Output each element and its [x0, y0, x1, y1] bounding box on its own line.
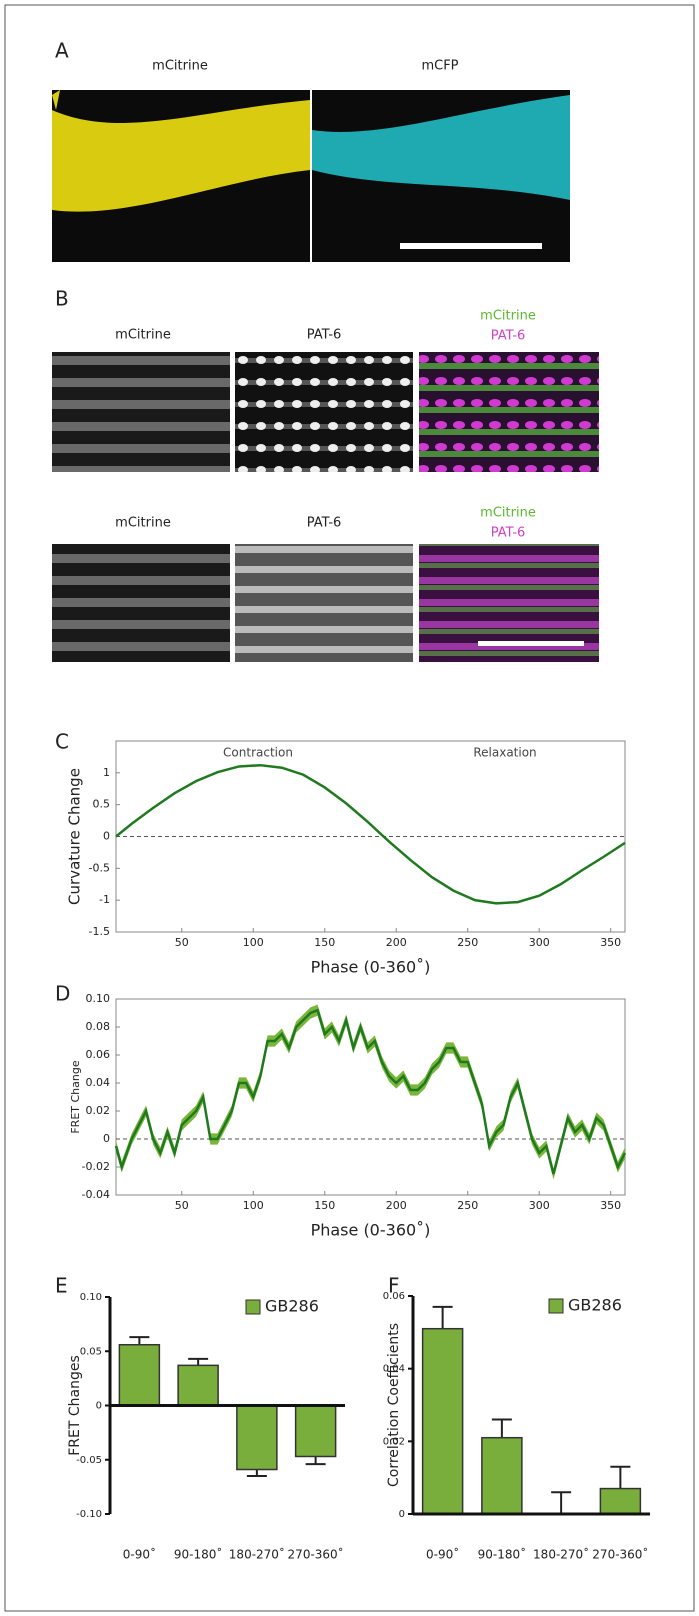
image-title: PAT-6 — [307, 516, 342, 531]
y-tick-label: 0.04 — [383, 1364, 405, 1375]
image-title: mCitrine — [152, 59, 208, 74]
x-tick-label: 150 — [314, 1199, 335, 1212]
micrograph — [235, 352, 413, 472]
legend-label: GB286 — [265, 1297, 319, 1316]
x-tick-label: 270-360˚ — [592, 1547, 648, 1562]
image-title: mCFP — [421, 59, 458, 74]
x-tick-label: 300 — [529, 1199, 550, 1212]
x-tick-label: 50 — [175, 1199, 189, 1212]
x-tick-label: 90-180˚ — [478, 1547, 527, 1562]
legend-swatch — [245, 1299, 261, 1315]
y-tick-label: 0.5 — [93, 798, 111, 811]
micrograph — [419, 352, 599, 472]
y-axis-label: FRET Changes — [67, 1355, 83, 1456]
x-tick-label: 0-90˚ — [123, 1547, 156, 1562]
micrograph — [52, 352, 230, 472]
y-axis-label: Correlation Coefficients — [386, 1323, 402, 1487]
y-tick-label: -0.5 — [89, 861, 110, 874]
legend-swatch — [548, 1298, 564, 1314]
x-tick-label: 200 — [386, 1199, 407, 1212]
bar — [118, 1343, 161, 1407]
worm — [52, 100, 310, 212]
x-tick-label: 150 — [314, 936, 335, 949]
y-tick-label: 0 — [103, 830, 110, 843]
x-tick-label: 350 — [600, 936, 621, 949]
y-tick-label: 0.06 — [383, 1291, 405, 1302]
y-tick-label: 0.04 — [86, 1076, 111, 1089]
x-tick-label: 180-270˚ — [229, 1547, 285, 1562]
x-tick-label: 250 — [457, 1199, 478, 1212]
x-tick-label: 200 — [386, 936, 407, 949]
micrograph — [52, 544, 230, 662]
panel-label: B — [55, 287, 69, 311]
y-tick-label: -0.10 — [76, 1509, 102, 1520]
y-tick-label: 0.10 — [86, 992, 111, 1005]
y-tick-label: -1.5 — [89, 925, 110, 938]
x-tick-label: 270-360˚ — [288, 1547, 344, 1562]
y-tick-label: 1 — [103, 766, 110, 779]
image-title: PAT-6 — [307, 328, 342, 343]
bar — [236, 1404, 278, 1471]
x-axis-label: Phase (0-360˚) — [311, 958, 431, 977]
merge-title: mCitrine — [480, 309, 536, 324]
y-tick-label: -0.04 — [82, 1188, 110, 1201]
y-axis-label: Curvature Change — [66, 768, 84, 905]
y-tick-label: 0.10 — [80, 1292, 102, 1303]
y-axis-label: FRET Change — [69, 1060, 82, 1133]
x-tick-label: 0-90˚ — [426, 1547, 459, 1562]
x-tick-label: 100 — [243, 1199, 264, 1212]
frame — [4, 4, 695, 1612]
y-tick-label: 0.08 — [86, 1020, 111, 1033]
x-tick-label: 90-180˚ — [174, 1547, 223, 1562]
image-title: mCitrine — [115, 516, 171, 531]
y-tick-label: 0 — [96, 1401, 102, 1412]
panel-label: D — [55, 982, 70, 1006]
y-tick-label: -0.05 — [76, 1455, 102, 1466]
bar — [177, 1364, 219, 1407]
scale-bar — [478, 641, 584, 646]
panel-label: C — [55, 730, 69, 754]
bar — [481, 1436, 523, 1515]
y-tick-label: 0 — [399, 1509, 405, 1520]
x-tick-label: 350 — [600, 1199, 621, 1212]
bar — [599, 1487, 642, 1515]
error-band — [116, 1004, 625, 1180]
annotation: Contraction — [223, 746, 293, 760]
data-line — [115, 763, 626, 905]
merge-title: PAT-6 — [491, 329, 526, 344]
bar — [294, 1404, 337, 1458]
y-tick-label: 0.06 — [86, 1048, 111, 1061]
legend-label: GB286 — [568, 1296, 622, 1315]
bar — [421, 1327, 464, 1515]
annotation: Relaxation — [473, 746, 536, 760]
worm — [312, 95, 570, 200]
y-tick-label: -1 — [99, 893, 110, 906]
panel-label: A — [55, 39, 69, 63]
x-tick-label: 300 — [529, 936, 550, 949]
y-tick-label: 0 — [103, 1132, 110, 1145]
x-axis-label: Phase (0-360˚) — [311, 1221, 431, 1240]
plot-frame — [115, 998, 626, 1196]
panel-label: E — [55, 1274, 68, 1298]
x-tick-label: 180-270˚ — [533, 1547, 589, 1562]
worm — [52, 90, 60, 110]
x-tick-label: 100 — [243, 936, 264, 949]
y-tick-label: 0.02 — [86, 1104, 111, 1117]
y-tick-label: -0.02 — [82, 1160, 110, 1173]
y-tick-label: 0.02 — [383, 1436, 405, 1447]
merge-title: PAT-6 — [491, 526, 526, 541]
x-tick-label: 250 — [457, 936, 478, 949]
data-line — [114, 1008, 627, 1175]
micrograph — [235, 544, 413, 662]
image-title: mCitrine — [115, 328, 171, 343]
y-tick-label: 0.05 — [80, 1346, 102, 1357]
panel-label: F — [388, 1274, 400, 1298]
x-tick-label: 50 — [175, 936, 189, 949]
merge-title: mCitrine — [480, 506, 536, 521]
scale-bar — [400, 243, 542, 249]
